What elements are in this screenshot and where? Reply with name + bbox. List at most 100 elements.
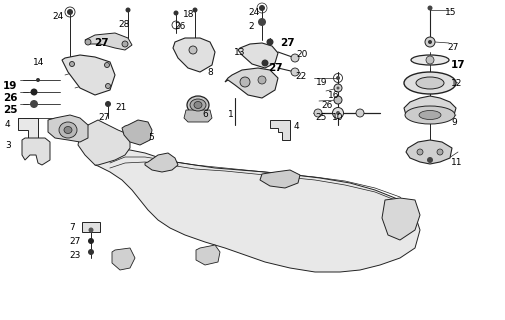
Text: 19: 19: [316, 78, 328, 87]
Circle shape: [291, 54, 299, 62]
Text: 11: 11: [451, 158, 463, 167]
Circle shape: [88, 228, 93, 233]
Text: 22: 22: [295, 72, 306, 81]
Ellipse shape: [190, 99, 206, 111]
Text: 13: 13: [234, 48, 245, 57]
Polygon shape: [48, 115, 88, 142]
Polygon shape: [225, 68, 278, 98]
Polygon shape: [112, 248, 135, 270]
Text: 25: 25: [315, 113, 326, 122]
Circle shape: [30, 100, 38, 108]
Circle shape: [334, 84, 342, 92]
Text: 18: 18: [183, 10, 194, 19]
Circle shape: [267, 38, 274, 45]
Text: 14: 14: [33, 58, 44, 67]
Circle shape: [428, 40, 432, 44]
Circle shape: [122, 41, 128, 47]
Polygon shape: [22, 138, 50, 165]
Circle shape: [30, 89, 37, 95]
Circle shape: [356, 109, 364, 117]
Circle shape: [336, 86, 339, 90]
Text: 27: 27: [268, 63, 283, 73]
Text: 16: 16: [328, 91, 339, 100]
Text: 10: 10: [332, 113, 343, 122]
Polygon shape: [184, 110, 212, 122]
Circle shape: [70, 61, 75, 67]
Circle shape: [437, 149, 443, 155]
Text: 5: 5: [148, 133, 154, 142]
Text: 1: 1: [228, 110, 234, 119]
Circle shape: [426, 56, 434, 64]
Circle shape: [88, 249, 94, 255]
Text: 27: 27: [98, 113, 110, 122]
Polygon shape: [173, 38, 215, 72]
Polygon shape: [82, 222, 100, 232]
Text: 24: 24: [248, 8, 259, 17]
Text: 27: 27: [280, 38, 294, 48]
Polygon shape: [382, 198, 420, 240]
Text: 27: 27: [447, 43, 459, 52]
Circle shape: [258, 76, 266, 84]
Text: 27: 27: [69, 237, 80, 246]
Polygon shape: [238, 43, 278, 68]
Polygon shape: [196, 245, 220, 265]
Circle shape: [259, 5, 265, 11]
Polygon shape: [145, 153, 178, 172]
Polygon shape: [95, 148, 420, 272]
Circle shape: [336, 76, 340, 80]
Text: 26: 26: [174, 22, 185, 31]
Text: 19: 19: [3, 81, 17, 91]
Polygon shape: [18, 118, 38, 138]
Polygon shape: [85, 33, 132, 50]
Circle shape: [105, 62, 110, 68]
Circle shape: [258, 18, 266, 26]
Circle shape: [332, 108, 343, 118]
Ellipse shape: [187, 96, 209, 114]
Ellipse shape: [405, 106, 455, 124]
Circle shape: [192, 7, 197, 12]
Circle shape: [427, 157, 433, 163]
Circle shape: [88, 238, 94, 244]
Circle shape: [314, 109, 322, 117]
Ellipse shape: [59, 122, 77, 138]
Polygon shape: [404, 96, 456, 122]
Text: 9: 9: [451, 118, 457, 127]
Text: 20: 20: [296, 50, 308, 59]
Text: 4: 4: [294, 122, 299, 131]
Polygon shape: [270, 120, 290, 140]
Text: 28: 28: [118, 20, 129, 29]
Text: 26: 26: [321, 101, 332, 110]
Circle shape: [67, 9, 73, 15]
Ellipse shape: [64, 126, 72, 133]
Text: 17: 17: [451, 60, 466, 70]
Circle shape: [240, 77, 250, 87]
Circle shape: [174, 11, 178, 15]
Text: 25: 25: [3, 105, 18, 115]
Text: 2: 2: [248, 22, 254, 31]
Ellipse shape: [404, 72, 456, 94]
Text: 24: 24: [52, 12, 63, 21]
Polygon shape: [62, 55, 115, 95]
Text: 15: 15: [445, 8, 457, 17]
Polygon shape: [260, 170, 300, 188]
Text: 4: 4: [5, 120, 11, 129]
Ellipse shape: [419, 110, 441, 119]
Circle shape: [262, 60, 269, 67]
Text: 12: 12: [451, 79, 463, 88]
Text: 21: 21: [115, 103, 126, 112]
Text: 23: 23: [69, 251, 80, 260]
Circle shape: [105, 101, 111, 107]
Text: 26: 26: [3, 93, 18, 103]
Circle shape: [336, 111, 340, 115]
Text: 7: 7: [69, 223, 75, 232]
Text: 8: 8: [207, 68, 213, 77]
Ellipse shape: [411, 55, 449, 65]
Circle shape: [425, 37, 435, 47]
Circle shape: [417, 149, 423, 155]
Ellipse shape: [416, 77, 444, 89]
Circle shape: [106, 84, 111, 89]
Polygon shape: [122, 120, 152, 145]
Circle shape: [334, 96, 342, 104]
Circle shape: [126, 7, 130, 12]
Circle shape: [85, 39, 91, 45]
